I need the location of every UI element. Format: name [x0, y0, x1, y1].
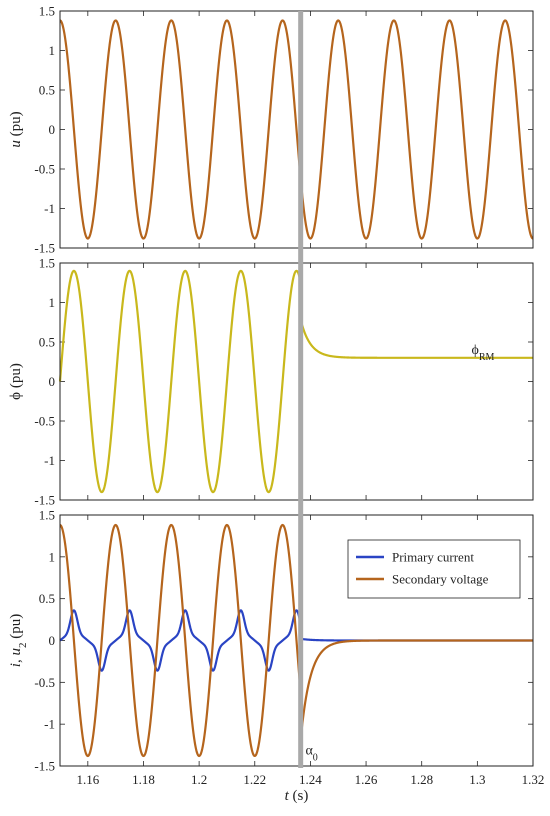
y-tick-label: 0.5 [39, 591, 55, 606]
legend-label: Secondary voltage [392, 572, 489, 587]
y-tick-label: 1.5 [39, 256, 55, 271]
y-tick-label: 0.5 [39, 335, 55, 350]
y-tick-label: -1.5 [34, 493, 55, 508]
y-axis-label: i, u2 (pu) [8, 614, 29, 667]
y-tick-label: -1.5 [34, 759, 55, 774]
plot-frame [59, 10, 534, 249]
x-tick-label: 1.26 [355, 772, 378, 787]
y-tick-label: -1 [44, 717, 55, 732]
series-line-1 [59, 19, 534, 240]
y-tick-label: 1.5 [39, 508, 55, 523]
y-tick-label: 0 [49, 633, 56, 648]
y-tick-label: 1 [49, 43, 56, 58]
y-tick-label: -1 [44, 453, 55, 468]
y-tick-label: -0.5 [34, 675, 55, 690]
x-tick-label: 1.18 [132, 772, 155, 787]
x-tick-label: 1.24 [299, 772, 322, 787]
panel-2: 1.5 1 0.5 0 -0.5 -1 -1.5 ϕ (pu) ϕRM [8, 256, 534, 508]
series-line-secondary-voltage [59, 523, 533, 758]
y-axis-label: ϕ (pu) [8, 363, 24, 400]
panel-1: 1.5 1 0.5 0 -0.5 -1 -1.5 u (pu) [8, 4, 534, 256]
y-tick-label: 1.5 [39, 4, 55, 19]
x-tick-label: 1.2 [191, 772, 207, 787]
plot-frame [59, 262, 534, 501]
y-tick-label: -1 [44, 201, 55, 216]
y-axis-label: u (pu) [8, 111, 24, 147]
y-tick-label: 0 [49, 122, 56, 137]
y-tick-label: 1 [49, 295, 56, 310]
y-tick-label: 0 [49, 374, 56, 389]
y-tick-label: 1 [49, 549, 56, 564]
legend-label: Primary current [392, 550, 474, 565]
x-axis-label: t (s) [285, 788, 309, 804]
series-line-2 [58, 269, 533, 494]
y-tick-label: -1.5 [34, 241, 55, 256]
panel-3: 1.5 1 0.5 0 -0.5 -1 -1.5 1.16 1.18 1.2 1.22 1.24 1.2… [8, 508, 544, 805]
annotation-label: ϕRM [471, 343, 494, 363]
legend-box [347, 539, 521, 599]
x-tick-label: 1.22 [243, 772, 266, 787]
x-tick-label: 1.3 [469, 772, 485, 787]
y-tick-label: -0.5 [34, 414, 55, 429]
x-tick-label: 1.32 [522, 772, 545, 787]
plot-frame [59, 514, 534, 767]
y-tick-label: 0.5 [39, 83, 55, 98]
x-tick-label: 1.28 [410, 772, 433, 787]
annotation-label: α0 [305, 744, 317, 764]
x-tick-label: 1.16 [76, 772, 99, 787]
y-tick-label: -0.5 [34, 162, 55, 177]
